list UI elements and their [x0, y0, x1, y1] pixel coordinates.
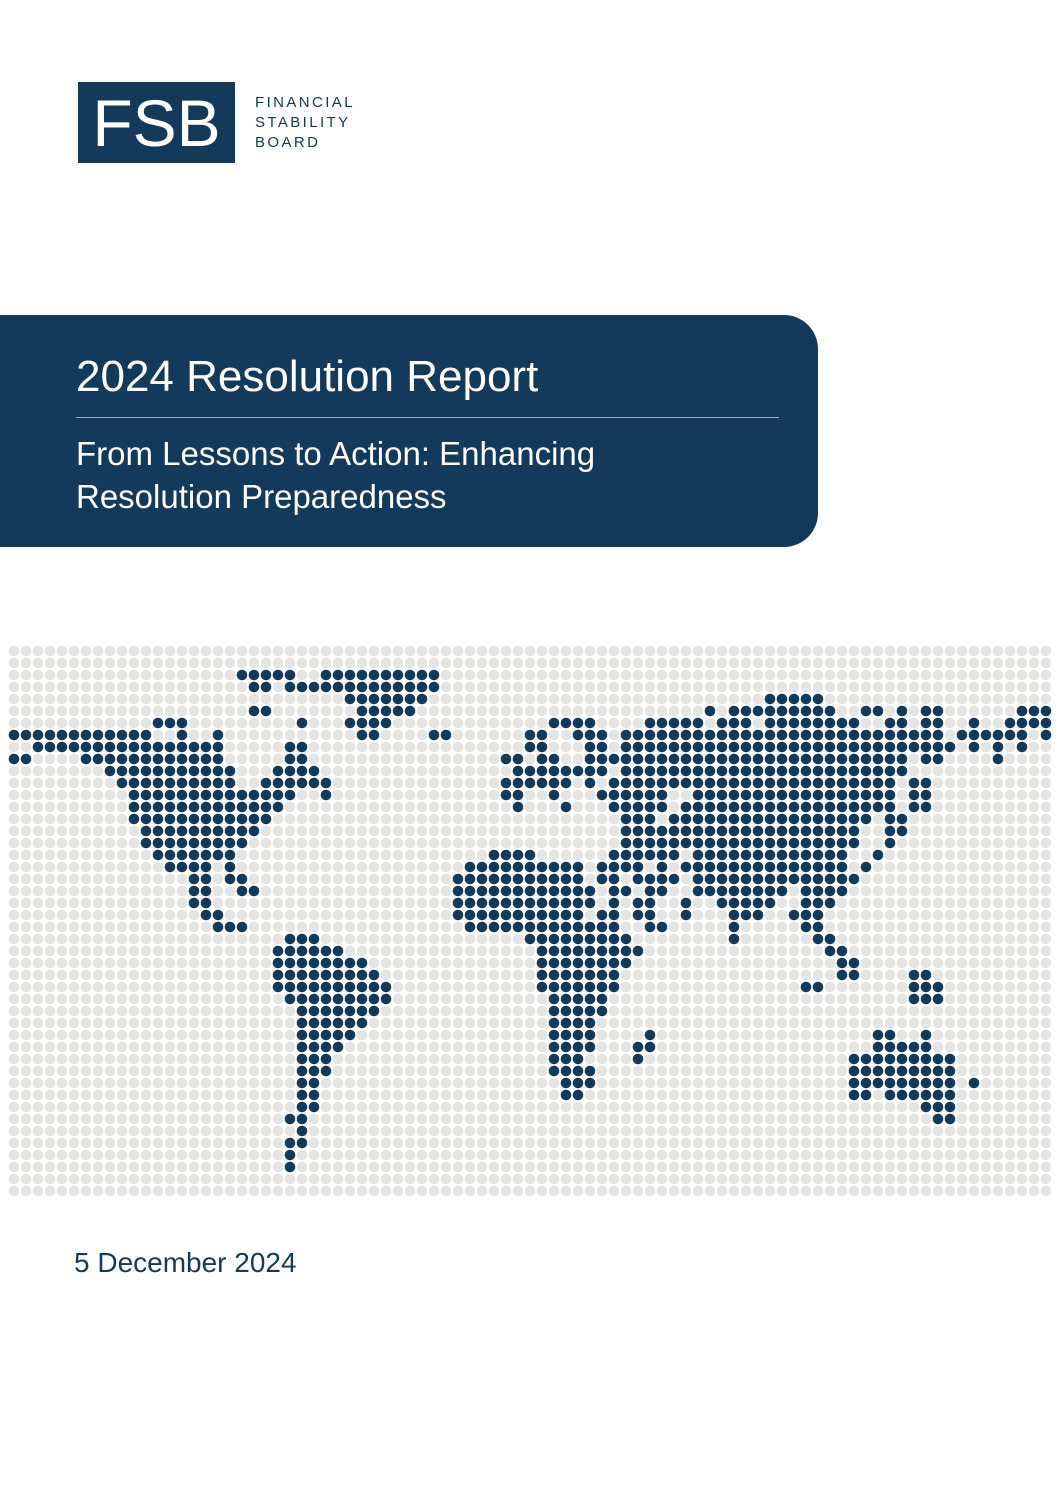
title-banner: 2024 Resolution Report From Lessons to A…: [0, 315, 818, 547]
report-subtitle: From Lessons to Action: Enhancing Resolu…: [76, 432, 595, 518]
world-dot-map: [8, 645, 1052, 1197]
title-divider-line: [76, 417, 779, 418]
fsb-wordmark-line-3: BOARD: [255, 134, 321, 151]
report-subtitle-line-1: From Lessons to Action: Enhancing: [76, 435, 596, 472]
fsb-logo-acronym: FSB: [92, 85, 221, 160]
report-title: 2024 Resolution Report: [76, 352, 539, 401]
fsb-wordmark-line-1: FINANCIAL: [255, 94, 355, 111]
fsb-logo-wordmark: FINANCIAL STABILITY BOARD: [255, 93, 355, 153]
fsb-wordmark-line-2: STABILITY: [255, 114, 351, 131]
report-subtitle-line-2: Resolution Preparedness: [76, 478, 447, 515]
fsb-logo: FSB FINANCIAL STABILITY BOARD: [78, 82, 355, 163]
fsb-logo-box: FSB: [78, 82, 235, 163]
publication-date: 5 December 2024: [74, 1247, 297, 1278]
